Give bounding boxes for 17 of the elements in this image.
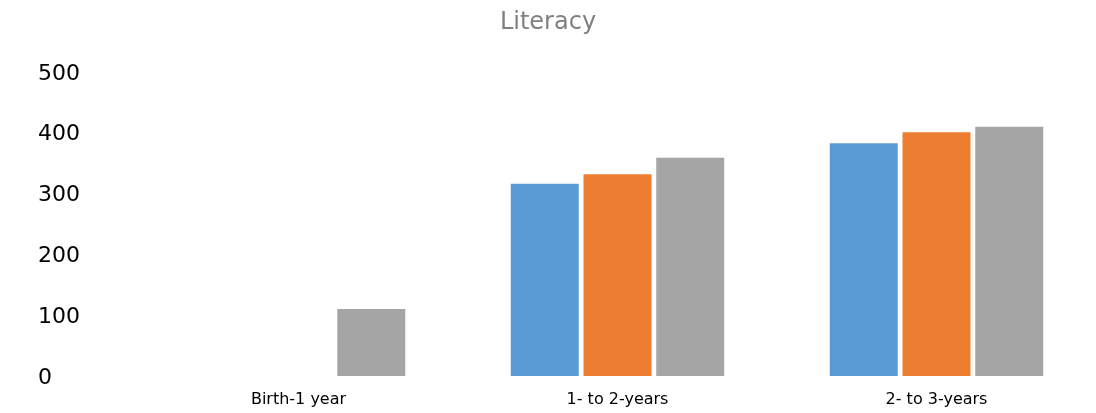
y-tick-label: 100	[38, 302, 80, 328]
bar	[829, 143, 898, 376]
x-tick-label: Birth-1 year	[250, 388, 347, 408]
y-tick-label: 200	[38, 241, 80, 267]
chart-title: Literacy	[499, 7, 597, 35]
x-tick-label: 2- to 3-years	[885, 388, 988, 408]
bar	[656, 157, 725, 376]
bar	[975, 126, 1044, 376]
y-tick-label: 500	[38, 59, 80, 85]
x-tick-label: 1- to 2-years	[566, 388, 669, 408]
y-tick-label: 300	[38, 181, 80, 207]
bar	[337, 309, 406, 376]
y-tick-label: 0	[38, 363, 52, 389]
bar	[510, 183, 579, 376]
y-tick-label: 400	[38, 120, 80, 146]
bar	[583, 174, 652, 376]
bar	[902, 132, 971, 376]
